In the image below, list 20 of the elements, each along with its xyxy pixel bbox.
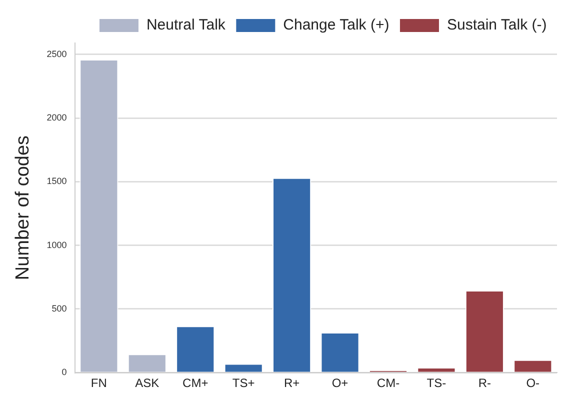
x-tick-label: O+: [332, 376, 348, 390]
x-tick-label: FN: [90, 376, 107, 390]
x-tick-label: R+: [284, 376, 300, 390]
y-axis-title: Number of codes: [12, 135, 34, 280]
y-tick-label: 1000: [46, 240, 67, 250]
x-tick-label: TS-: [426, 376, 446, 390]
y-tick-label: 0: [62, 367, 67, 378]
y-tick-label: 2000: [46, 112, 67, 123]
y-tick-label: 1500: [46, 176, 67, 186]
y-tick-label: 2500: [46, 48, 67, 59]
y-tick-label: 500: [52, 303, 67, 314]
x-tick-label: CM+: [182, 376, 208, 390]
x-tick-label: R-: [478, 376, 492, 390]
legend-label: Neutral Talk: [146, 16, 226, 34]
x-tick-label: TS+: [232, 376, 255, 390]
x-tick-label: ASK: [135, 376, 160, 390]
legend-label: Change Talk (+): [283, 16, 390, 34]
x-tick-label: CM-: [376, 376, 400, 390]
legend-label: Sustain Talk (-): [446, 16, 547, 34]
x-tick-label: O-: [526, 376, 540, 390]
